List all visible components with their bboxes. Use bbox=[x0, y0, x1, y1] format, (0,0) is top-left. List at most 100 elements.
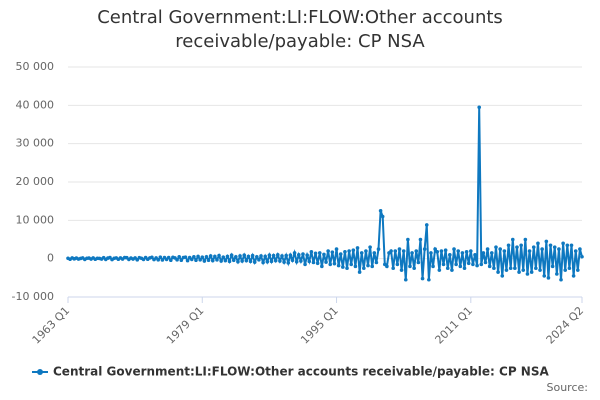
y-tick-label: 50 000 bbox=[16, 60, 55, 73]
marker bbox=[441, 262, 446, 267]
marker bbox=[565, 243, 570, 248]
marker bbox=[378, 208, 383, 213]
marker bbox=[338, 252, 343, 256]
marker bbox=[414, 249, 419, 253]
marker bbox=[544, 239, 549, 244]
marker bbox=[372, 251, 377, 255]
marker bbox=[391, 266, 395, 271]
marker bbox=[542, 274, 547, 278]
marker bbox=[185, 258, 190, 263]
marker bbox=[166, 255, 171, 260]
x-tick-label: 2024 Q2 bbox=[544, 304, 587, 347]
marker bbox=[469, 249, 473, 253]
marker bbox=[257, 258, 261, 262]
marker bbox=[517, 270, 521, 274]
marker bbox=[252, 260, 257, 264]
marker bbox=[412, 266, 416, 271]
marker bbox=[160, 258, 165, 262]
marker bbox=[454, 262, 458, 267]
marker bbox=[328, 262, 333, 267]
marker bbox=[406, 237, 410, 242]
marker bbox=[483, 260, 488, 265]
marker bbox=[255, 254, 259, 259]
marker bbox=[265, 259, 270, 264]
marker bbox=[355, 246, 360, 250]
marker bbox=[238, 254, 242, 258]
marker bbox=[523, 237, 528, 242]
marker bbox=[540, 247, 544, 251]
marker bbox=[202, 259, 207, 263]
marker bbox=[380, 214, 385, 219]
marker bbox=[487, 264, 492, 269]
marker bbox=[208, 254, 213, 258]
marker bbox=[309, 249, 314, 254]
marker bbox=[271, 253, 276, 258]
marker bbox=[489, 251, 494, 255]
marker bbox=[313, 251, 318, 256]
marker bbox=[156, 258, 161, 262]
marker bbox=[204, 254, 209, 259]
marker bbox=[229, 253, 234, 258]
marker bbox=[395, 262, 400, 267]
marker bbox=[282, 260, 286, 264]
marker bbox=[416, 260, 421, 265]
marker bbox=[303, 262, 307, 267]
marker bbox=[236, 259, 240, 264]
marker bbox=[521, 268, 526, 272]
marker bbox=[473, 253, 477, 257]
marker bbox=[231, 258, 236, 263]
marker bbox=[456, 249, 461, 253]
marker bbox=[422, 247, 427, 251]
marker bbox=[485, 247, 490, 251]
marker bbox=[299, 259, 303, 263]
marker bbox=[561, 241, 565, 246]
marker bbox=[192, 254, 196, 259]
marker bbox=[559, 277, 563, 282]
marker bbox=[290, 258, 295, 263]
marker bbox=[439, 249, 444, 253]
marker bbox=[433, 247, 437, 251]
marker bbox=[343, 249, 347, 254]
marker bbox=[481, 251, 486, 255]
marker bbox=[364, 249, 368, 253]
marker bbox=[464, 249, 469, 254]
marker bbox=[225, 254, 230, 259]
chart-title: Central Government:LI:FLOW:Other account… bbox=[97, 7, 503, 52]
marker bbox=[571, 274, 576, 278]
marker bbox=[273, 258, 278, 263]
marker bbox=[385, 264, 389, 269]
marker bbox=[353, 264, 358, 269]
marker bbox=[462, 266, 467, 271]
marker bbox=[305, 253, 309, 258]
marker bbox=[506, 243, 511, 248]
marker bbox=[431, 264, 435, 269]
marker bbox=[510, 237, 515, 242]
marker bbox=[555, 272, 559, 276]
marker bbox=[376, 247, 381, 251]
marker bbox=[557, 247, 561, 251]
marker bbox=[242, 253, 247, 258]
marker bbox=[150, 255, 154, 260]
marker bbox=[332, 261, 337, 266]
marker bbox=[531, 245, 536, 249]
marker bbox=[206, 258, 211, 263]
x-tick-label: 1963 Q1 bbox=[30, 304, 73, 347]
marker bbox=[336, 263, 341, 268]
marker bbox=[169, 258, 173, 263]
marker bbox=[183, 255, 188, 259]
marker bbox=[244, 258, 249, 263]
marker bbox=[529, 270, 534, 274]
marker bbox=[196, 254, 200, 259]
marker bbox=[261, 260, 265, 265]
marker bbox=[573, 249, 578, 253]
marker bbox=[458, 264, 463, 269]
marker bbox=[288, 253, 293, 258]
marker bbox=[317, 251, 322, 255]
marker bbox=[278, 259, 282, 263]
marker bbox=[269, 259, 274, 264]
y-tick-label: 20 000 bbox=[16, 175, 55, 188]
marker bbox=[370, 264, 375, 269]
marker bbox=[334, 247, 339, 251]
marker bbox=[267, 253, 272, 258]
